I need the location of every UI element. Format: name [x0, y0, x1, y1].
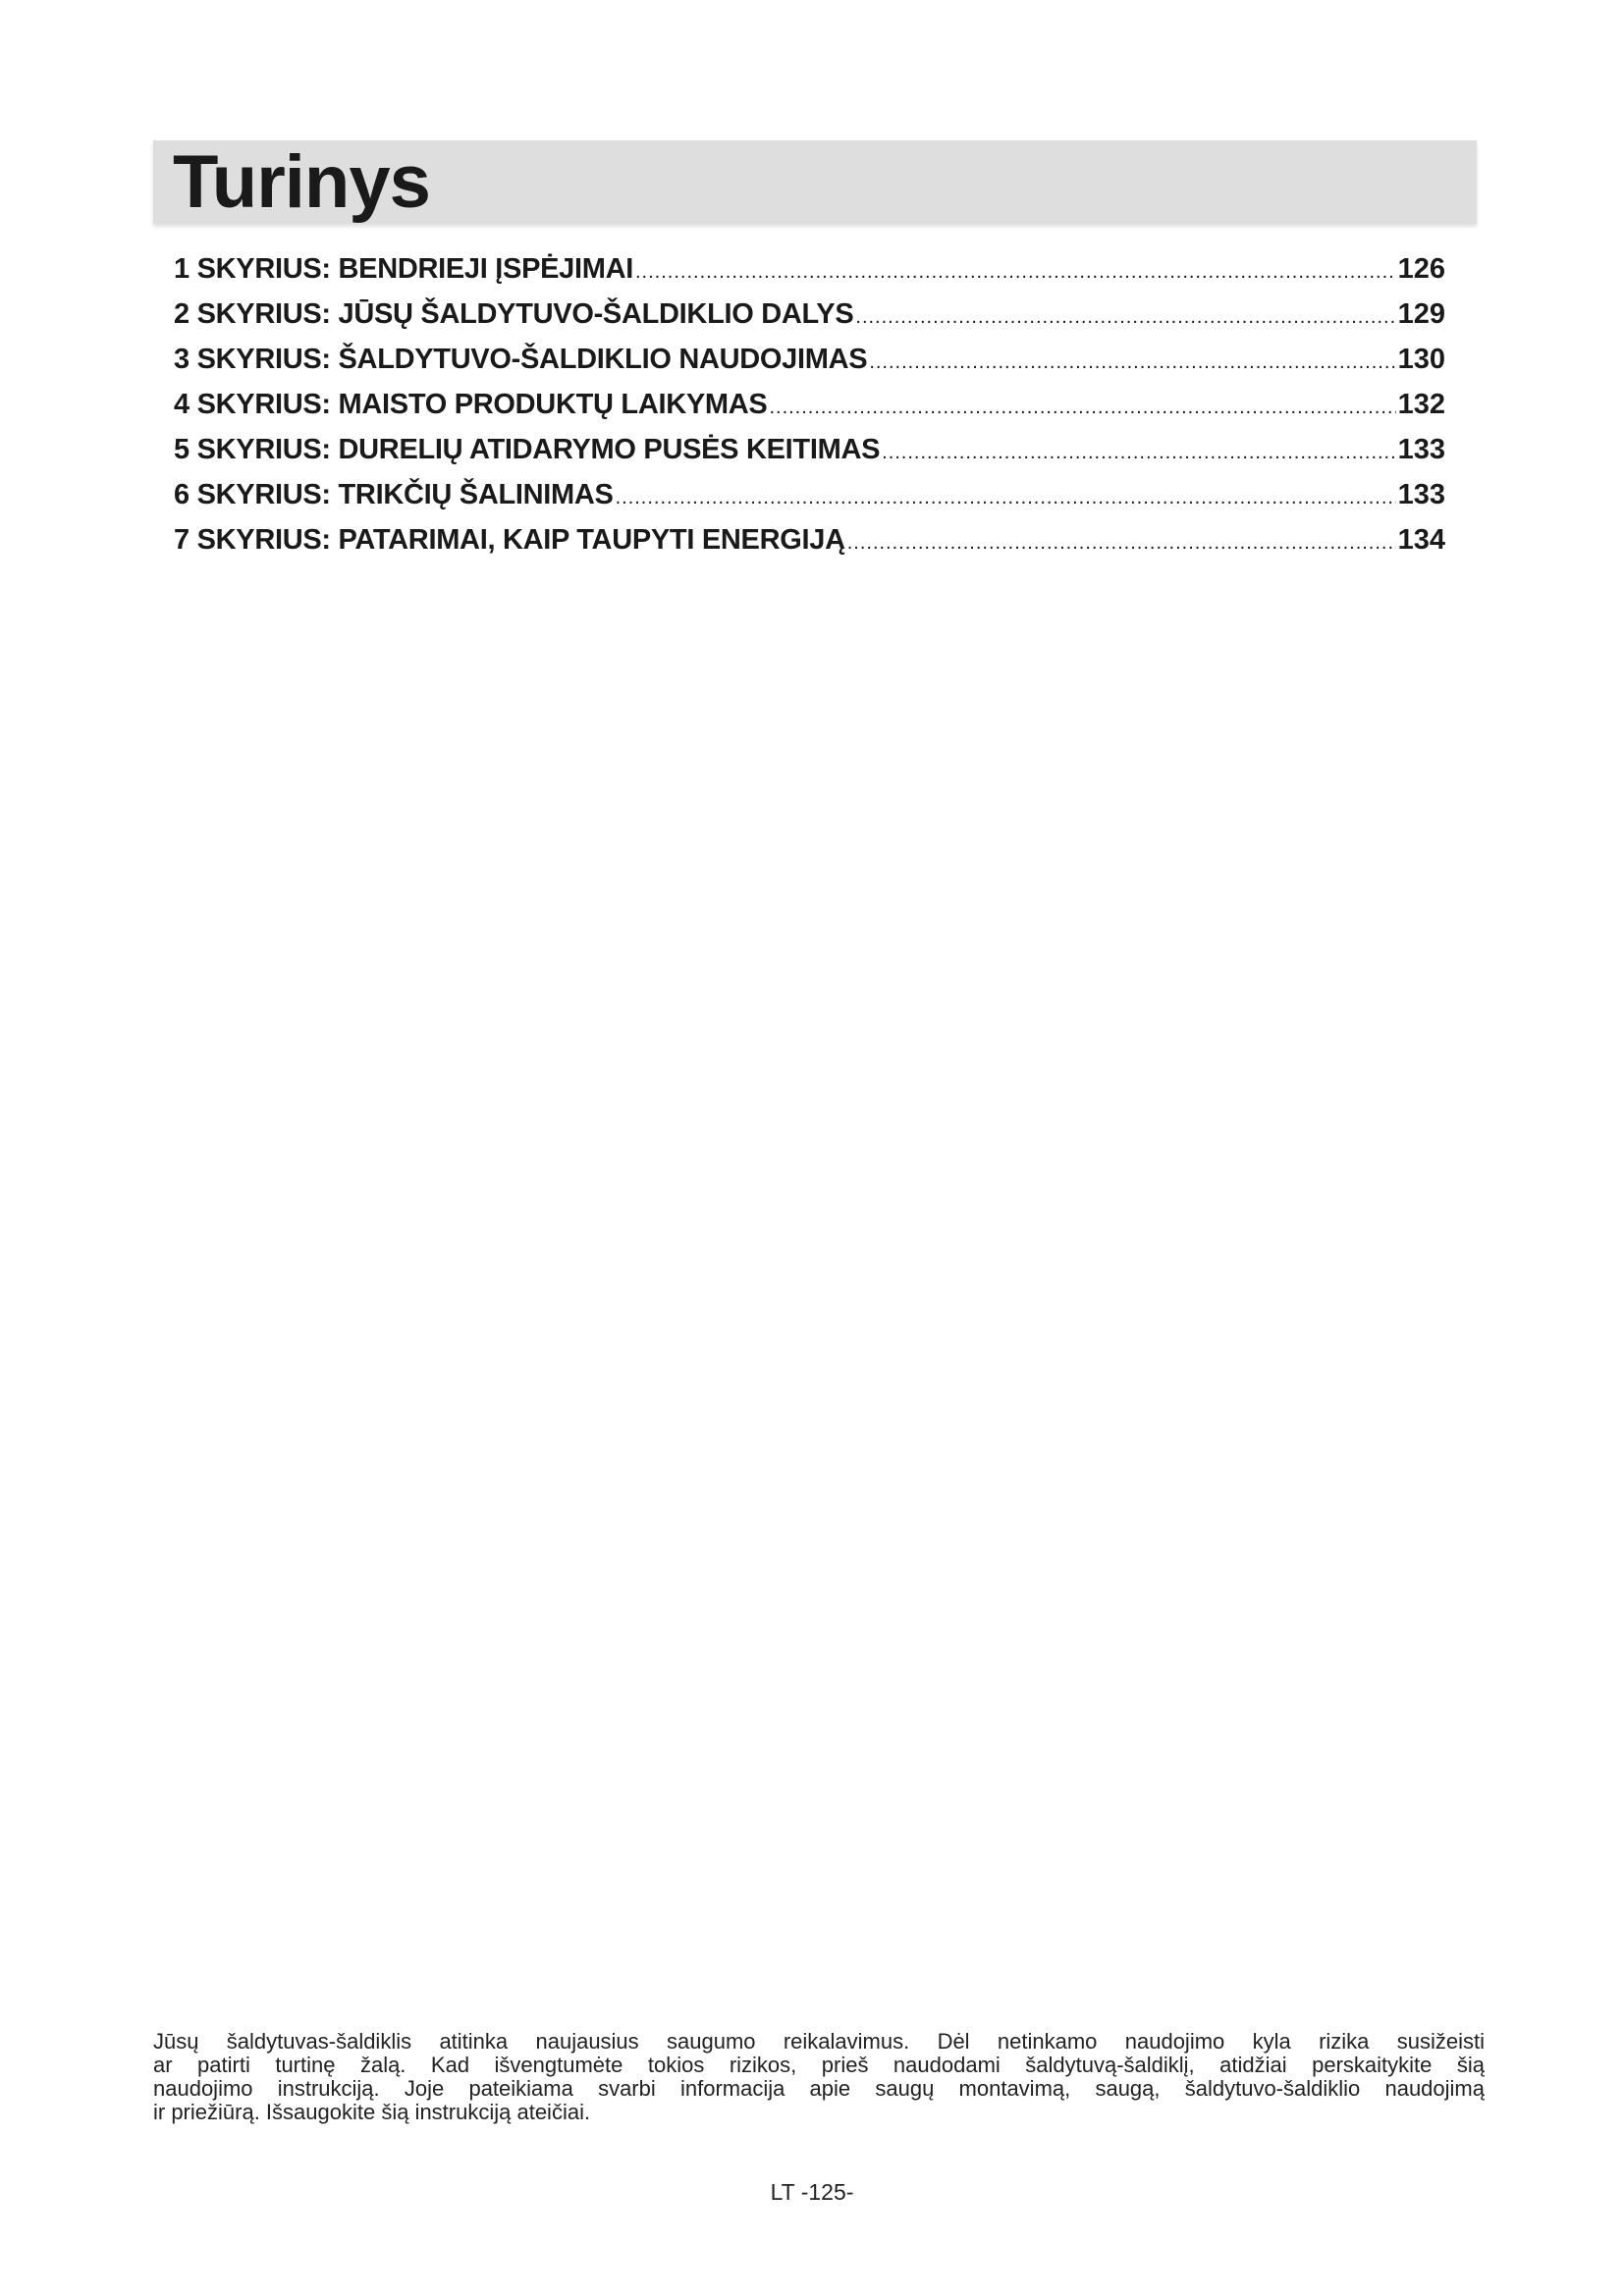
toc-entry[interactable]: 4 SKYRIUS: MAISTO PRODUKTŲ LAIKYMAS 132	[174, 389, 1445, 434]
toc-entry-label: 3 SKYRIUS: ŠALDYTUVO-ŠALDIKLIO NAUDOJIMA…	[174, 344, 868, 375]
toc-entry-page: 132	[1397, 389, 1445, 420]
toc-leader-dots	[769, 397, 1395, 419]
toc-leader-dots	[855, 306, 1395, 329]
toc-entry-page: 130	[1397, 344, 1445, 375]
toc-entry-label: 7 SKYRIUS: PATARIMAI, KAIP TAUPYTI ENERG…	[174, 524, 845, 556]
intro-line: naudojimo instrukciją. Joje pateikiama s…	[153, 2076, 1485, 2101]
intro-paragraph: Jūsų šaldytuvas-šaldiklis atitinka nauja…	[153, 2030, 1485, 2124]
toc-entry-page: 126	[1397, 253, 1445, 285]
toc-entry[interactable]: 1 SKYRIUS: BENDRIEJI ĮSPĖJIMAI 126	[174, 253, 1445, 298]
toc-entry[interactable]: 7 SKYRIUS: PATARIMAI, KAIP TAUPYTI ENERG…	[174, 524, 1445, 569]
toc-entry-page: 133	[1397, 434, 1445, 465]
toc-entry-label: 5 SKYRIUS: DURELIŲ ATIDARYMO PUSĖS KEITI…	[174, 434, 881, 465]
intro-line: ar patirti turtinę žalą. Kad išvengtumėt…	[153, 2053, 1485, 2077]
intro-line: ir priežiūrą. Išsaugokite šią instrukcij…	[153, 2100, 591, 2124]
toc-entry-label: 1 SKYRIUS: BENDRIEJI ĮSPĖJIMAI	[174, 253, 633, 285]
toc-entry-page: 129	[1397, 298, 1445, 330]
toc-leader-dots	[616, 487, 1396, 509]
toc-leader-dots	[882, 442, 1395, 464]
toc-entry-label: 4 SKYRIUS: MAISTO PRODUKTŲ LAIKYMAS	[174, 389, 768, 420]
toc-entry-label: 2 SKYRIUS: JŪSŲ ŠALDYTUVO-ŠALDIKLIO DALY…	[174, 298, 854, 330]
table-of-contents: 1 SKYRIUS: BENDRIEJI ĮSPĖJIMAI 126 2 SKYR…	[174, 253, 1445, 569]
toc-leader-dots	[869, 351, 1395, 374]
toc-entry[interactable]: 6 SKYRIUS: TRIKČIŲ ŠALINIMAS 133	[174, 479, 1445, 524]
toc-entry-label: 6 SKYRIUS: TRIKČIŲ ŠALINIMAS	[174, 479, 614, 510]
intro-line: Jūsų šaldytuvas-šaldiklis atitinka nauja…	[153, 2029, 1485, 2054]
title-bar: Turinys	[153, 140, 1477, 224]
toc-entry-page: 133	[1397, 479, 1445, 510]
toc-entry[interactable]: 5 SKYRIUS: DURELIŲ ATIDARYMO PUSĖS KEITI…	[174, 434, 1445, 479]
toc-leader-dots	[635, 261, 1396, 284]
toc-leader-dots	[847, 532, 1396, 555]
page-number: LT -125-	[770, 2179, 854, 2205]
toc-entry[interactable]: 2 SKYRIUS: JŪSŲ ŠALDYTUVO-ŠALDIKLIO DALY…	[174, 298, 1445, 344]
toc-entry-page: 134	[1397, 524, 1445, 556]
page-title: Turinys	[173, 140, 431, 224]
toc-entry[interactable]: 3 SKYRIUS: ŠALDYTUVO-ŠALDIKLIO NAUDOJIMA…	[174, 344, 1445, 389]
